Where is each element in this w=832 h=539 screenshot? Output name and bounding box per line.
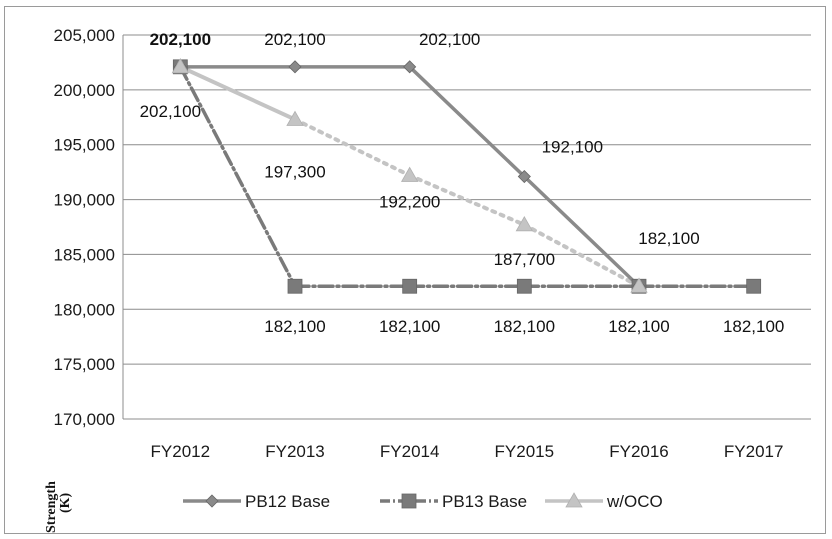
legend-swatch-marker (401, 493, 417, 509)
legend-swatch-marker (205, 494, 219, 508)
w-oco-data-label: 197,300 (264, 162, 325, 181)
pb13-base-data-label: 182,100 (723, 317, 784, 336)
x-tick-label: FY2012 (151, 442, 211, 461)
legend-swatch-marker (565, 492, 583, 508)
w-oco-line-segment (407, 173, 527, 227)
y-tick-label: 170,000 (54, 410, 115, 429)
y-tick-label: 185,000 (54, 245, 115, 264)
pb12-base-marker (288, 60, 302, 74)
pb13-base-line-segment (178, 65, 297, 288)
y-axis-label-line1: Strength (44, 481, 59, 533)
series-lines (178, 64, 756, 289)
w-oco-marker (400, 166, 419, 182)
w-oco-line-segment (522, 222, 641, 289)
x-tick-label: FY2013 (265, 442, 325, 461)
w-oco-marker (171, 58, 190, 74)
legend: PB12 Base PB13 Base w/OCO (183, 492, 663, 511)
legend-item: w/OCO (545, 492, 663, 511)
y-tick-label: 205,000 (54, 26, 115, 45)
line-chart: 170,000 175,000 180,000 185,000 190,000 195,0… (54, 26, 811, 511)
grid-lines (122, 34, 811, 420)
pb12-base-marker (517, 169, 531, 184)
pb12-base-data-label: 182,100 (638, 229, 699, 248)
pb13-base-data-label: 182,100 (608, 317, 669, 336)
y-tick-label: 200,000 (54, 81, 115, 100)
pb12-base-data-label: 202,100 (419, 30, 480, 49)
legend-label: w/OCO (606, 492, 663, 511)
w-oco-marker (515, 215, 534, 232)
legend-label: PB12 Base (245, 492, 330, 511)
w-oco-line-segment (293, 117, 412, 178)
y-axis-label: Strength (K) (44, 481, 73, 533)
pb12-base-line-segment (522, 174, 641, 288)
pb13-base-data-label: 182,100 (494, 317, 555, 336)
pb13-base-data-label: 202,100 (140, 102, 201, 121)
series-markers (171, 58, 762, 294)
x-tick-label: FY2015 (495, 442, 555, 461)
y-tick-label: 195,000 (54, 136, 115, 155)
pb13-base-marker (287, 278, 303, 294)
x-tick-label: FY2014 (380, 442, 440, 461)
pb12-base-data-label: 192,100 (542, 138, 603, 157)
x-axis-ticks: FY2012 FY2013 FY2014 FY2015 FY2016 FY2017 (151, 442, 784, 461)
y-tick-label: 175,000 (54, 355, 115, 374)
legend-item: PB13 Base (380, 492, 527, 511)
w-oco-data-label: 187,700 (494, 250, 555, 269)
y-tick-label: 180,000 (54, 300, 115, 319)
x-tick-label: FY2016 (609, 442, 669, 461)
x-tick-label: FY2017 (724, 442, 784, 461)
w-oco-marker (286, 110, 304, 126)
pb13-base-marker (402, 278, 418, 294)
pb12-base-data-label: 202,100 (150, 30, 211, 49)
w-oco-marker (630, 277, 648, 293)
pb12-base-line-segment (407, 65, 527, 179)
pb13-base-marker (746, 278, 762, 294)
chart-frame: 170,000 175,000 180,000 185,000 190,000 195,0… (4, 6, 826, 534)
w-oco-data-label: 192,200 (379, 192, 440, 211)
pb13-base-data-label: 182,100 (379, 317, 440, 336)
data-labels: 202,100 202,100 202,100 192,100 182,100 202,1… (140, 30, 785, 336)
legend-item: PB12 Base (183, 492, 330, 511)
pb12-base-data-label: 202,100 (264, 30, 325, 49)
w-oco-line-segment (178, 64, 297, 122)
legend-label: PB13 Base (442, 492, 527, 511)
pb12-base-marker (403, 60, 417, 74)
y-tick-label: 190,000 (54, 191, 115, 210)
y-axis-ticks: 170,000 175,000 180,000 185,000 190,000 195,0… (54, 26, 115, 429)
pb13-base-marker (516, 278, 532, 294)
y-axis-label-line2: (K) (58, 492, 73, 513)
pb13-base-data-label: 182,100 (264, 317, 325, 336)
